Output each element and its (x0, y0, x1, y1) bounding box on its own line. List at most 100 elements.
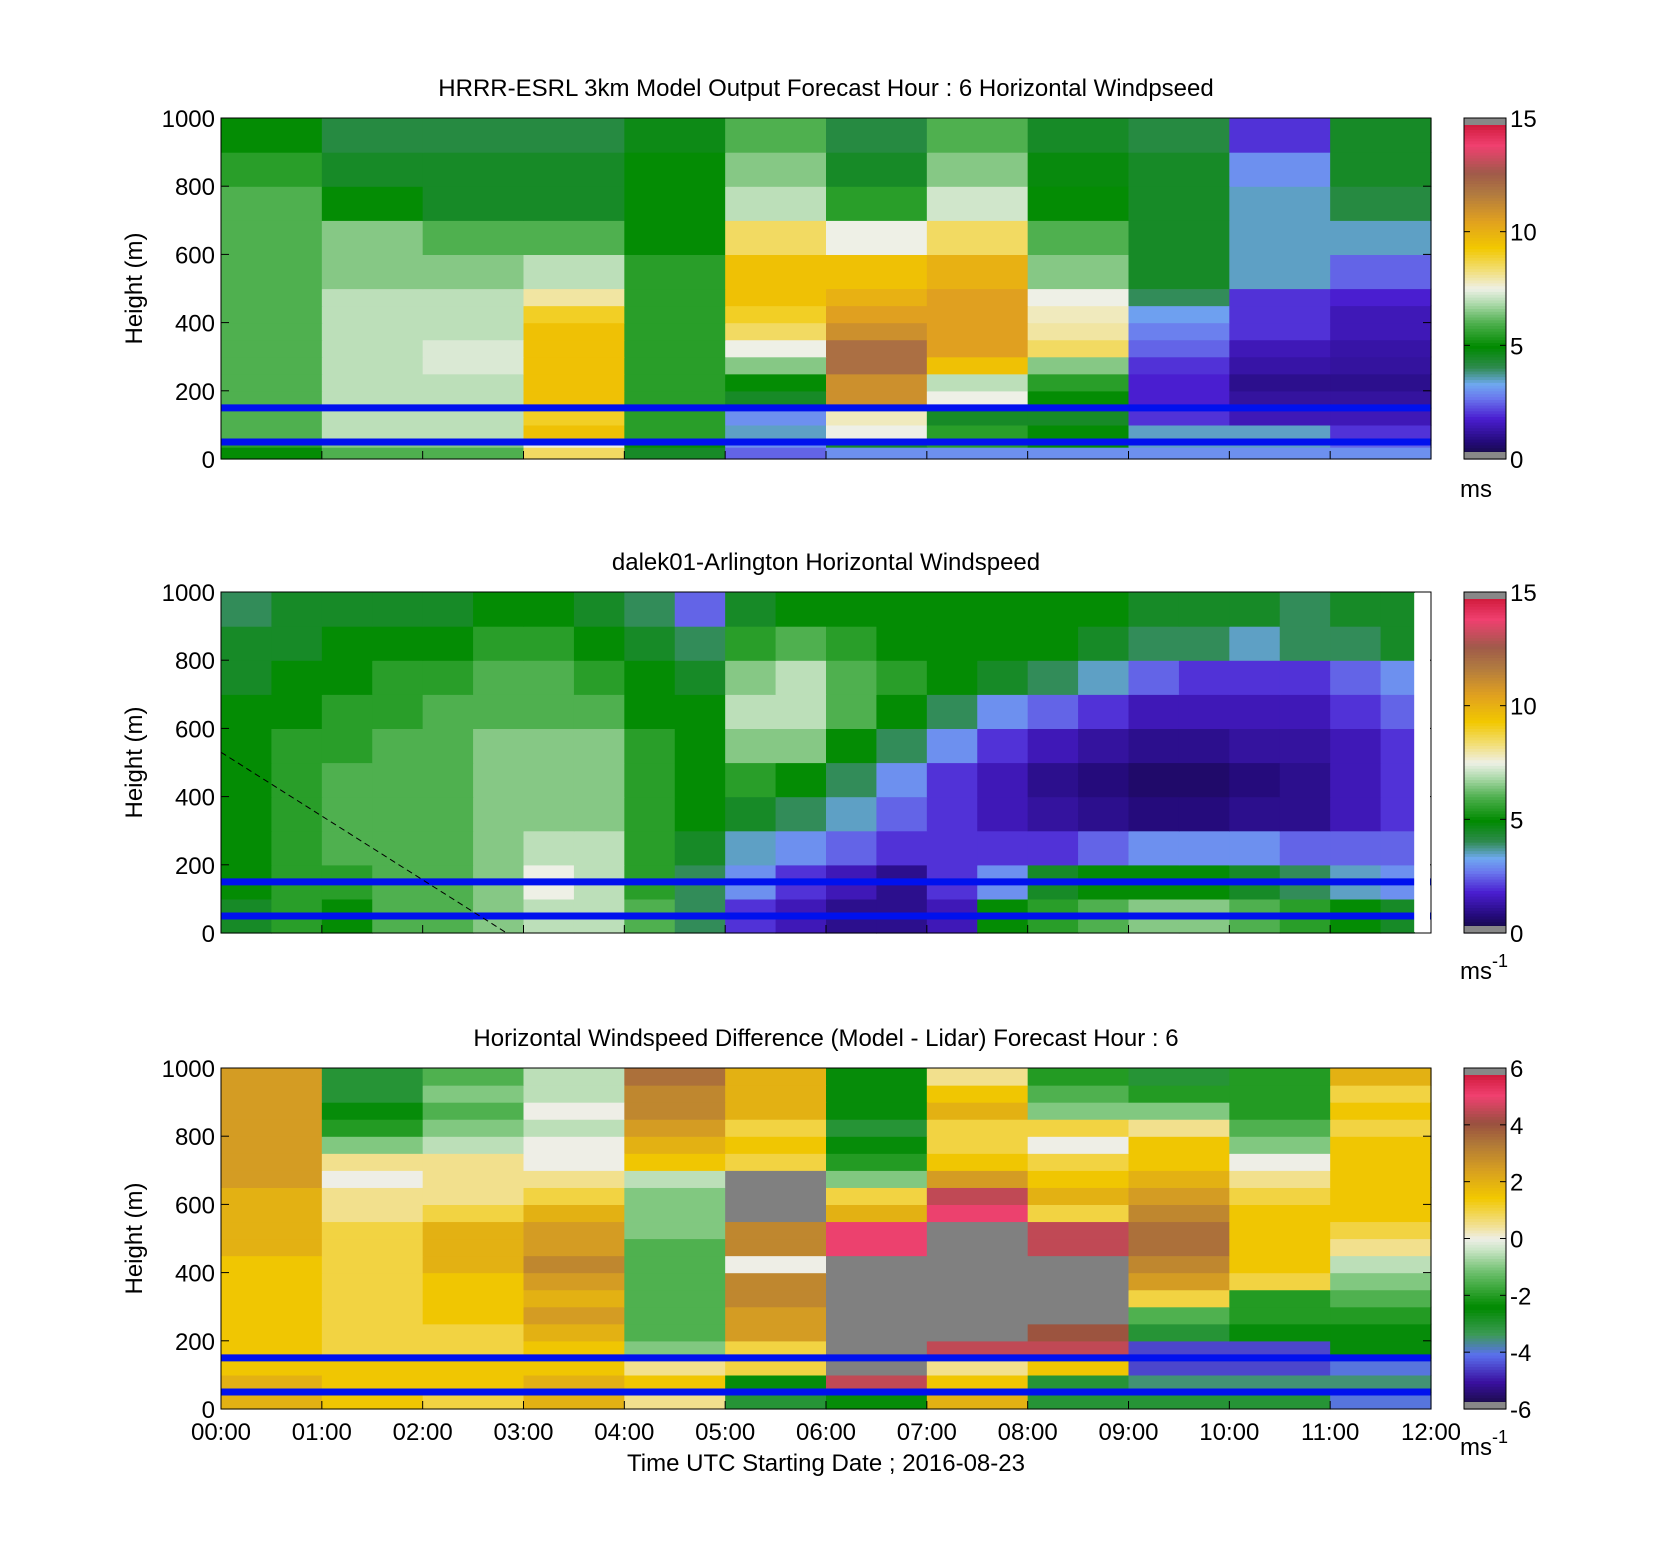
colorbar-segment (1464, 439, 1506, 443)
heatmap-cell (674, 660, 726, 695)
colorbar-segment (1464, 1087, 1506, 1092)
colorbar-segment (1464, 768, 1506, 772)
heatmap-cell (1078, 728, 1130, 764)
heatmap-cell (523, 1187, 625, 1205)
heatmap-cell (1229, 447, 1331, 460)
heatmap-cell (674, 592, 726, 627)
heatmap-cell (372, 592, 424, 627)
heatmap-cell (926, 1289, 1029, 1308)
heatmap-cell (321, 1085, 424, 1103)
heatmap-cell (1128, 762, 1180, 798)
colorbar-segment (1464, 339, 1506, 344)
heatmap-cell (624, 592, 676, 627)
heatmap-cell (1027, 1289, 1130, 1308)
heatmap-cell (422, 1119, 525, 1137)
colorbar-segment (1464, 1173, 1506, 1177)
heatmap-cell (523, 592, 575, 627)
colorbar-segment (1464, 262, 1506, 267)
colorbar-segment (1464, 1147, 1506, 1152)
heatmap-cell (926, 424, 1029, 441)
heatmap-cell (1229, 305, 1331, 324)
colorbar-segment (1464, 1397, 1506, 1402)
colorbar-segment (1464, 901, 1506, 906)
heatmap-cell (826, 1068, 928, 1086)
heatmap-cell (422, 1187, 525, 1205)
heatmap-cell (1178, 626, 1230, 661)
heatmap-cell (926, 1221, 1029, 1240)
heatmap-cell (523, 390, 625, 409)
colorbar-cap (1464, 452, 1506, 459)
colorbar-segment (1464, 1363, 1506, 1367)
colorbar-segment (1464, 243, 1506, 247)
colorbar-segment (1464, 342, 1506, 346)
colorbar-segment (1464, 1193, 1506, 1197)
heatmap-cell (1128, 1374, 1230, 1393)
y-tick-label: 0 (202, 1397, 215, 1424)
colorbar-segment (1464, 413, 1506, 417)
heatmap-cell (1128, 373, 1230, 392)
colorbar-segment (1464, 1082, 1506, 1086)
heatmap-cell (624, 186, 726, 221)
heatmap-cell (826, 322, 928, 341)
heatmap-cell (826, 186, 928, 221)
heatmap-cell (321, 186, 424, 221)
heatmap-cell (1078, 626, 1130, 661)
heatmap-cell (1078, 796, 1130, 832)
colorbar-segment (1464, 1116, 1506, 1120)
heatmap-cell (725, 1374, 827, 1393)
colorbar-segment (1464, 1184, 1506, 1188)
colorbar-tick-label: -6 (1510, 1397, 1531, 1424)
heatmap-cell (1330, 1357, 1432, 1376)
heatmap-cell (624, 1085, 726, 1103)
heatmap-cell (1027, 1357, 1130, 1376)
heatmap-cell (422, 118, 525, 153)
heatmap-cell (624, 1136, 726, 1154)
heatmap-cell (321, 254, 424, 290)
heatmap-cell (523, 1272, 625, 1291)
heatmap-cell (1330, 1306, 1432, 1325)
heatmap-cell (624, 1153, 726, 1171)
heatmap-cell (321, 152, 424, 187)
heatmap-cell (422, 152, 525, 187)
heatmap-cell (221, 424, 323, 441)
heatmap-cell (221, 1391, 323, 1410)
heatmap-cell (1027, 1340, 1130, 1359)
heatmap-cell (1178, 796, 1230, 832)
colorbar-segment (1464, 254, 1506, 258)
heatmap-cell (624, 1204, 726, 1223)
colorbar-segment (1464, 177, 1506, 182)
heatmap-cell (926, 322, 1029, 341)
colorbar-segment (1464, 433, 1506, 437)
colorbar-cap (1464, 118, 1506, 125)
heatmap-cell (1128, 424, 1230, 441)
heatmap-cell (1330, 1272, 1432, 1291)
heatmap-cell (1078, 694, 1130, 729)
heatmap-cell (1128, 830, 1180, 866)
heatmap-cell (1078, 830, 1130, 866)
heatmap-cell (573, 626, 625, 661)
heatmap-cell (926, 118, 1029, 153)
colorbar-segment (1464, 626, 1506, 630)
colorbar-segment (1464, 904, 1506, 909)
colorbar-segment (1464, 260, 1506, 264)
colorbar-tick-label: 0 (1510, 447, 1523, 474)
colorbar-segment (1464, 745, 1506, 749)
colorbar-segment (1464, 1318, 1506, 1322)
heatmap-cell (321, 1170, 424, 1188)
heatmap-cell (826, 390, 928, 409)
heatmap-cell (1027, 1153, 1130, 1171)
colorbar-segment (1464, 1272, 1506, 1277)
colorbar-tick-label: 10 (1510, 694, 1537, 721)
heatmap-cell (876, 762, 928, 798)
colorbar-cap (1464, 1068, 1506, 1075)
colorbar-segment (1464, 1389, 1506, 1393)
heatmap-cell (725, 796, 777, 832)
colorbar-segment (1464, 830, 1506, 835)
heatmap-cell (1128, 1085, 1230, 1103)
heatmap-cell (826, 830, 878, 866)
heatmap-cell (1229, 762, 1281, 798)
heatmap-cell (725, 1238, 827, 1257)
heatmap-cell (1128, 1136, 1230, 1154)
colorbar-segment (1464, 248, 1506, 253)
colorbar-segment (1464, 382, 1506, 386)
